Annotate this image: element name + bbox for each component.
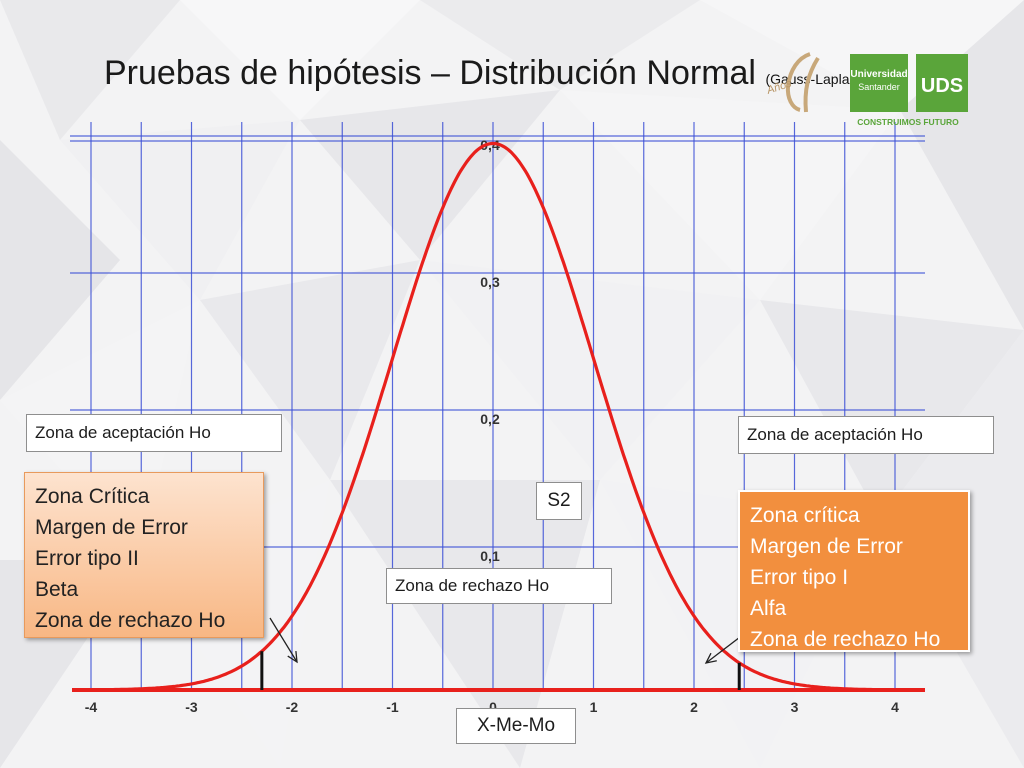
university-logo: Años Universidad Santander UDS CONSTRUIM… [765, 52, 968, 127]
logo-name-line1: Universidad [850, 69, 907, 80]
critical-zone-right-line: Alfa [750, 597, 787, 620]
left-zone-arrow [269, 617, 298, 663]
critical-zone-right: Zona crítica Margen de Error Error tipo … [738, 490, 970, 652]
logo-tagline: CONSTRUIMOS FUTURO [857, 117, 959, 127]
x-me-mo-label: X-Me-Mo [456, 708, 576, 744]
x-tick-label: -1 [386, 699, 399, 715]
x-tick-label: -4 [85, 699, 98, 715]
x-tick-label: 3 [791, 699, 799, 715]
acceptance-zone-right-label: Zona de aceptación Ho [738, 416, 994, 454]
page-title-text: Pruebas de hipótesis – Distribución Norm… [104, 54, 756, 92]
density-curve [91, 141, 895, 692]
critical-zone-left: Zona Crítica Margen de Error Error tipo … [24, 472, 264, 638]
right-zone-arrow-head [704, 652, 717, 664]
x-tick-label: 2 [690, 699, 698, 715]
critical-zone-left-line: Zona Crítica [35, 485, 150, 508]
critical-zone-right-line: Zona de rechazo Ho [750, 628, 941, 651]
x-tick-label: 1 [590, 699, 598, 715]
chart-series [91, 141, 895, 692]
rejection-zone-center-label: Zona de rechazo Ho [386, 568, 612, 604]
y-tick-label: 0,1 [480, 548, 500, 564]
logo-monogram: UDS [921, 75, 963, 97]
acceptance-zone-left-label: Zona de aceptación Ho [26, 414, 282, 452]
critical-zone-left-line: Beta [35, 578, 79, 601]
critical-zone-right-line: Zona crítica [750, 504, 860, 527]
x-tick-label: -2 [286, 699, 299, 715]
page-title: Pruebas de hipótesis – Distribución Norm… [104, 54, 869, 93]
left-zone-arrow-head [287, 650, 298, 664]
critical-zone-right-line: Error tipo I [750, 566, 849, 589]
right-zone-arrow [705, 633, 745, 664]
critical-zone-left-line: Zona de rechazo Ho [35, 609, 226, 632]
x-tick-label: 0 [489, 699, 497, 715]
y-tick-label: 0,3 [480, 274, 500, 290]
chart-critical-lines [260, 651, 741, 690]
critical-zone-left-line: Margen de Error [35, 516, 188, 539]
x-tick-label: -3 [185, 699, 198, 715]
x-tick-label: 4 [891, 699, 899, 715]
s2-label: S2 [536, 482, 582, 520]
chart-arrows [269, 617, 745, 664]
y-tick-label: 0,2 [480, 411, 500, 427]
critical-zone-left-line: Error tipo II [35, 547, 139, 570]
logo-name-line2: Santander [858, 82, 900, 92]
critical-zone-right-line: Margen de Error [750, 535, 903, 558]
